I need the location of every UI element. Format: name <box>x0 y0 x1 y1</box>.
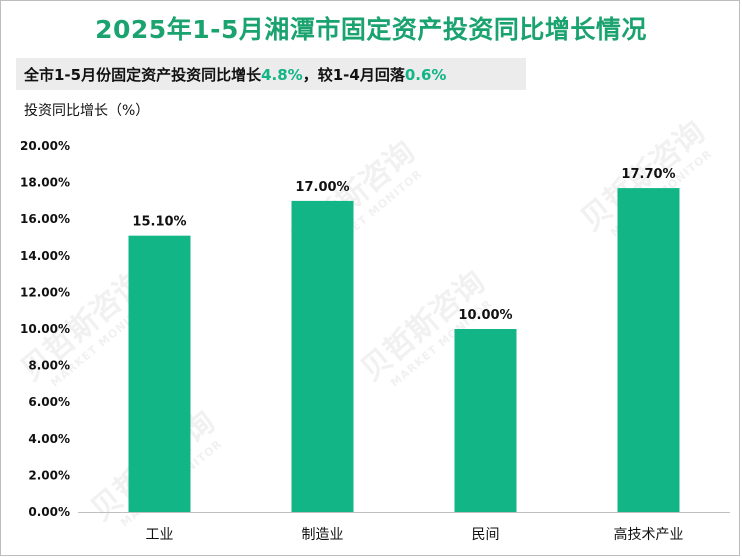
data-label: 15.10% <box>132 215 186 230</box>
chart-subtitle: 全市1-5月份固定资产投资同比增长4.8%，较1-4月回落0.6% <box>24 64 446 85</box>
bar <box>617 188 680 512</box>
x-tick-label: 民间 <box>472 527 500 543</box>
y-tick-label: 0.00% <box>28 505 70 519</box>
bar <box>128 235 191 513</box>
y-tick-label: 20.00% <box>20 139 70 153</box>
subtitle-prefix: 全市1-5月份固定资产投资同比增长 <box>24 66 262 84</box>
data-label: 17.70% <box>621 167 675 182</box>
y-axis-label: 投资同比增长（%） <box>24 103 150 119</box>
subtitle-growth-value: 4.8% <box>261 66 303 84</box>
chart-title: 2025年1-5月湘潭市固定资产投资同比增长情况 <box>95 15 647 44</box>
subtitle-middle: ，较1-4月回落 <box>302 66 405 84</box>
bar <box>291 200 354 512</box>
y-tick-label: 10.00% <box>20 322 70 336</box>
y-tick-label: 4.00% <box>28 432 70 446</box>
subtitle-box <box>16 58 526 90</box>
data-label: 10.00% <box>458 308 512 323</box>
x-tick-label: 工业 <box>146 527 174 543</box>
y-tick-label: 6.00% <box>28 395 70 409</box>
y-tick-label: 12.00% <box>20 285 70 299</box>
y-tick-label: 16.00% <box>20 212 70 226</box>
y-tick-label: 2.00% <box>28 468 70 482</box>
y-tick-label: 8.00% <box>28 359 70 373</box>
y-tick-label: 18.00% <box>20 176 70 190</box>
x-tick-label: 制造业 <box>302 527 344 543</box>
data-label: 17.00% <box>295 180 349 195</box>
y-tick-label: 14.00% <box>20 249 70 263</box>
x-tick-label: 高技术产业 <box>614 526 684 543</box>
bar <box>454 329 517 512</box>
subtitle-decline-value: 0.6% <box>404 66 447 84</box>
